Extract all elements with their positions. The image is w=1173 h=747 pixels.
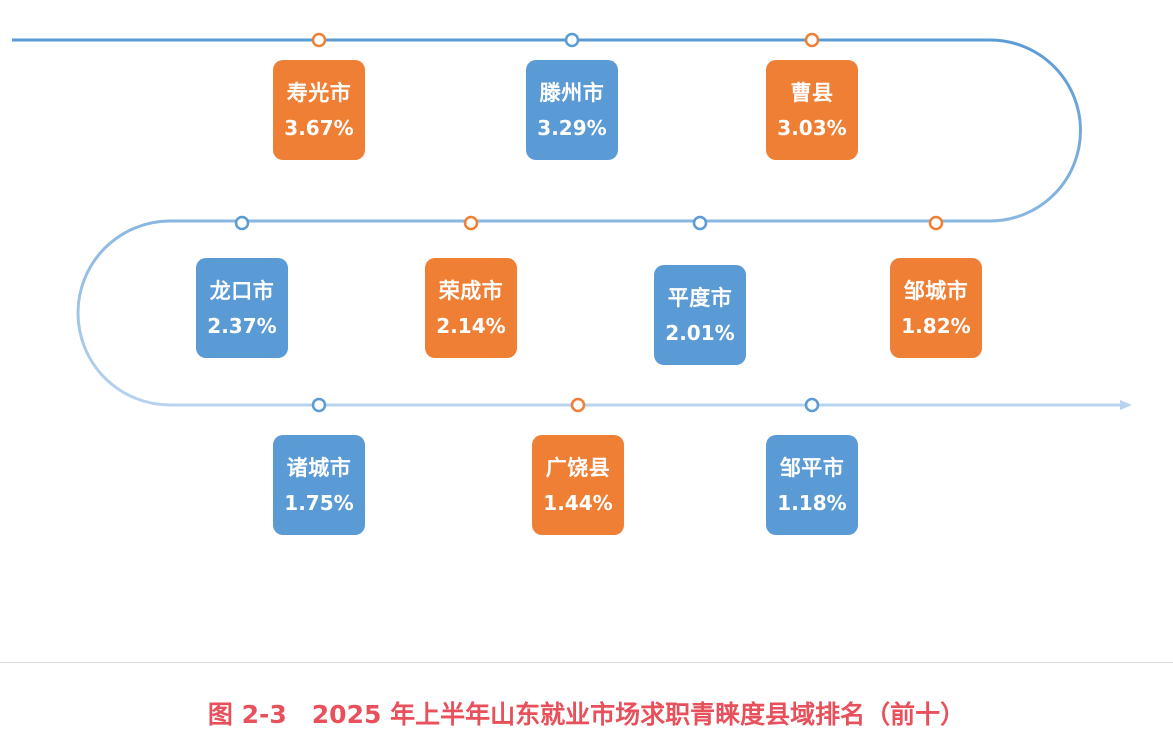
timeline-node <box>311 397 327 413</box>
county-name: 龙口市 <box>209 278 275 303</box>
timeline-node <box>463 215 479 231</box>
divider <box>0 662 1173 663</box>
county-name: 邹平市 <box>779 455 845 480</box>
county-name: 邹城市 <box>903 278 969 303</box>
county-percentage: 1.75% <box>284 490 354 515</box>
county-percentage: 3.03% <box>777 115 847 140</box>
county-name: 平度市 <box>667 285 733 310</box>
county-name: 诸城市 <box>286 455 352 480</box>
rank-card: 滕州市 3.29% <box>526 60 618 160</box>
county-percentage: 2.01% <box>665 320 735 345</box>
timeline-node <box>928 215 944 231</box>
county-percentage: 2.37% <box>207 313 277 338</box>
rank-card: 邹城市 1.82% <box>890 258 982 358</box>
county-name: 荣成市 <box>438 278 504 303</box>
figure-caption: 图 2-3 2025 年上半年山东就业市场求职青睐度县域排名（前十） <box>207 700 966 729</box>
county-percentage: 3.29% <box>537 115 607 140</box>
timeline-node <box>234 215 250 231</box>
rank-card: 荣成市 2.14% <box>425 258 517 358</box>
timeline-node <box>804 32 820 48</box>
timeline-node <box>692 215 708 231</box>
rank-card: 邹平市 1.18% <box>766 435 858 535</box>
timeline-node <box>311 32 327 48</box>
serpentine-path <box>12 38 1122 407</box>
rank-card: 寿光市 3.67% <box>273 60 365 160</box>
rank-card: 诸城市 1.75% <box>273 435 365 535</box>
timeline-node <box>570 397 586 413</box>
rank-card: 广饶县 1.44% <box>532 435 624 535</box>
county-percentage: 3.67% <box>284 115 354 140</box>
county-name: 曹县 <box>790 80 834 105</box>
timeline-node <box>564 32 580 48</box>
county-name: 滕州市 <box>539 80 605 105</box>
county-percentage: 1.82% <box>901 313 971 338</box>
rank-card: 平度市 2.01% <box>654 265 746 365</box>
county-percentage: 1.44% <box>543 490 613 515</box>
county-percentage: 2.14% <box>436 313 506 338</box>
rank-card: 曹县 3.03% <box>766 60 858 160</box>
county-percentage: 1.18% <box>777 490 847 515</box>
county-name: 寿光市 <box>286 80 352 105</box>
arrow-head-icon <box>1120 400 1132 410</box>
rank-card: 龙口市 2.37% <box>196 258 288 358</box>
county-name: 广饶县 <box>545 455 611 480</box>
timeline-node <box>804 397 820 413</box>
